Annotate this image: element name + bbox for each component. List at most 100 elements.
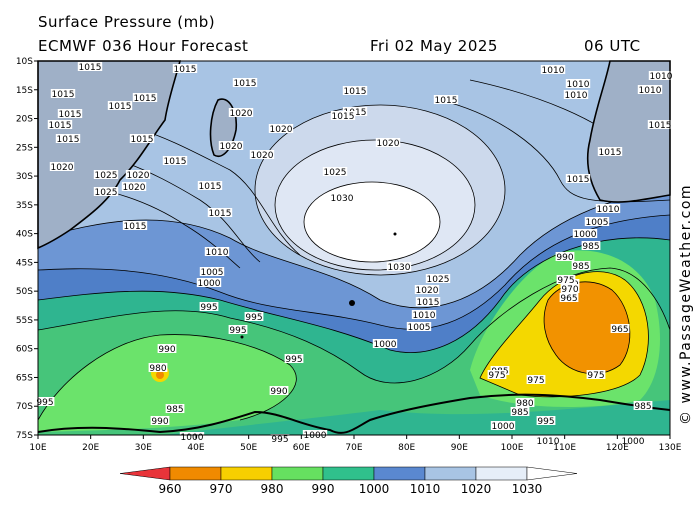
isobar-label-bg <box>330 111 356 120</box>
isobar-label: 1015 <box>134 94 157 104</box>
isobar-label: 1000 <box>304 431 327 441</box>
colorbar-label: 1010 <box>410 482 441 496</box>
isobar-label: 1020 <box>51 163 74 173</box>
isobar-label: 980 <box>516 399 533 409</box>
lat-label: 55S <box>16 316 33 326</box>
isobar-label: 1015 <box>567 175 590 185</box>
isobar-label: 1020 <box>127 171 150 181</box>
isobar-label: 1020 <box>270 125 293 135</box>
longitude-axis: 10E 20E 30E 40E 50E 60E 70E 80E 90E 100E 110E 120E 1… <box>29 435 682 453</box>
isobar-label: 1015 <box>109 102 132 112</box>
isobar-label: 965 <box>560 294 577 304</box>
isobar-label: 995 <box>245 313 262 323</box>
isobar-label: 1015 <box>435 96 458 106</box>
isobar-label: 1025 <box>427 275 450 285</box>
lon-label: 50E <box>240 443 257 453</box>
lon-label: 70E <box>345 443 362 453</box>
isobar-label: 1010 <box>567 80 590 90</box>
isobar-label: 980 <box>149 364 166 374</box>
colorbar-swatch <box>220 466 273 481</box>
isobar-label-bg <box>157 344 177 353</box>
latitude-axis: 10S 15S 20S 25S 30S 35S 40S 45S 50S 55S 60S 65S 70S 7… <box>16 57 38 441</box>
isobar-label: 1025 <box>95 171 118 181</box>
lon-label: 20E <box>82 443 99 453</box>
isobar-label-bg <box>129 134 155 143</box>
isobar-label-bg <box>571 261 591 270</box>
isobar-label-bg <box>535 436 561 445</box>
lon-label: 110E <box>553 443 576 453</box>
isobar-label: 975 <box>527 376 544 386</box>
colorbar-label: 990 <box>312 482 335 496</box>
isobar-label: 975 <box>587 371 604 381</box>
colorbar-swatch <box>169 466 222 481</box>
lat-label: 75S <box>16 431 33 441</box>
isobar-label-bg <box>107 101 133 110</box>
isobar-label-bg <box>610 324 630 333</box>
isobar-label: 1000 <box>374 340 397 350</box>
field-975 <box>544 281 630 374</box>
isobar-label: 1015 <box>417 298 440 308</box>
isobar-label: 995 <box>200 303 217 313</box>
isobar-label: 1005 <box>201 268 224 278</box>
isobar-label-bg <box>125 170 151 179</box>
isobar-label-bg <box>515 398 535 407</box>
lat-label: 25S <box>16 143 33 153</box>
lon-label: 80E <box>398 443 415 453</box>
isobar-label: 1025 <box>324 168 347 178</box>
isobar-label: 1000 <box>492 422 515 432</box>
isobar-label-bg <box>620 436 646 445</box>
isobar-label: 995 <box>271 435 288 445</box>
isobar-label-bg <box>93 170 119 179</box>
colorbar-arrow-low <box>119 466 171 481</box>
antarctica-coast <box>37 393 671 434</box>
lon-label: 10E <box>29 443 46 453</box>
isobar-label: 1010 <box>639 86 662 96</box>
isobar-label-bg <box>425 274 451 283</box>
isobar-label-bg <box>406 322 432 331</box>
island-crozet <box>240 335 244 339</box>
isobar-label: 1005 <box>408 323 431 333</box>
isobar-label-bg <box>57 109 83 118</box>
australia-landmass <box>586 60 671 203</box>
isobar-label-bg <box>218 141 244 150</box>
isobar-label-bg <box>165 404 185 413</box>
isobar-label-bg <box>414 285 440 294</box>
isobar-label-bg <box>204 247 230 256</box>
forecast-date: Fri 02 May 2025 <box>370 37 498 55</box>
isobar-lines <box>38 79 670 421</box>
isobar-label: 1020 <box>123 183 146 193</box>
isobar-label-bg <box>199 267 225 276</box>
lat-label: 70S <box>16 402 33 412</box>
isobar-label-bg <box>584 217 610 226</box>
isobar-label-bg <box>536 416 556 425</box>
isobar-label-bg <box>199 302 219 311</box>
isobar-label-bg <box>559 293 579 302</box>
colorbar-label: 980 <box>261 482 284 496</box>
colorbar-swatch <box>373 466 426 481</box>
isobar-label: 995 <box>537 417 554 427</box>
isobar-label-bg <box>648 71 674 80</box>
colorbar-swatch <box>424 466 477 481</box>
isobar-label-bg <box>510 407 530 416</box>
isobar-label-bg <box>372 339 398 348</box>
isobar-label-bg <box>50 89 76 98</box>
isobar-label: 985 <box>166 405 183 415</box>
isobar-label-bg <box>172 64 198 73</box>
isobar-label-bg <box>342 86 368 95</box>
isobar-label: 1015 <box>59 110 82 120</box>
lon-label: 30E <box>135 443 152 453</box>
isobar-label: 975 <box>488 371 505 381</box>
field-1030 <box>304 182 440 262</box>
isobar-label: 1005 <box>586 218 609 228</box>
isobar-label-bg <box>560 284 580 293</box>
coastlines <box>37 60 671 434</box>
isobar-label-bg <box>197 181 223 190</box>
isobar-label: 990 <box>270 387 287 397</box>
isobar-label: 995 <box>36 398 53 408</box>
lat-label: 20S <box>16 115 33 125</box>
isobar-label-bg <box>162 156 188 165</box>
isobar-label: 1010 <box>537 437 560 447</box>
lon-label: 60E <box>293 443 310 453</box>
isobar-label-bg <box>228 108 254 117</box>
